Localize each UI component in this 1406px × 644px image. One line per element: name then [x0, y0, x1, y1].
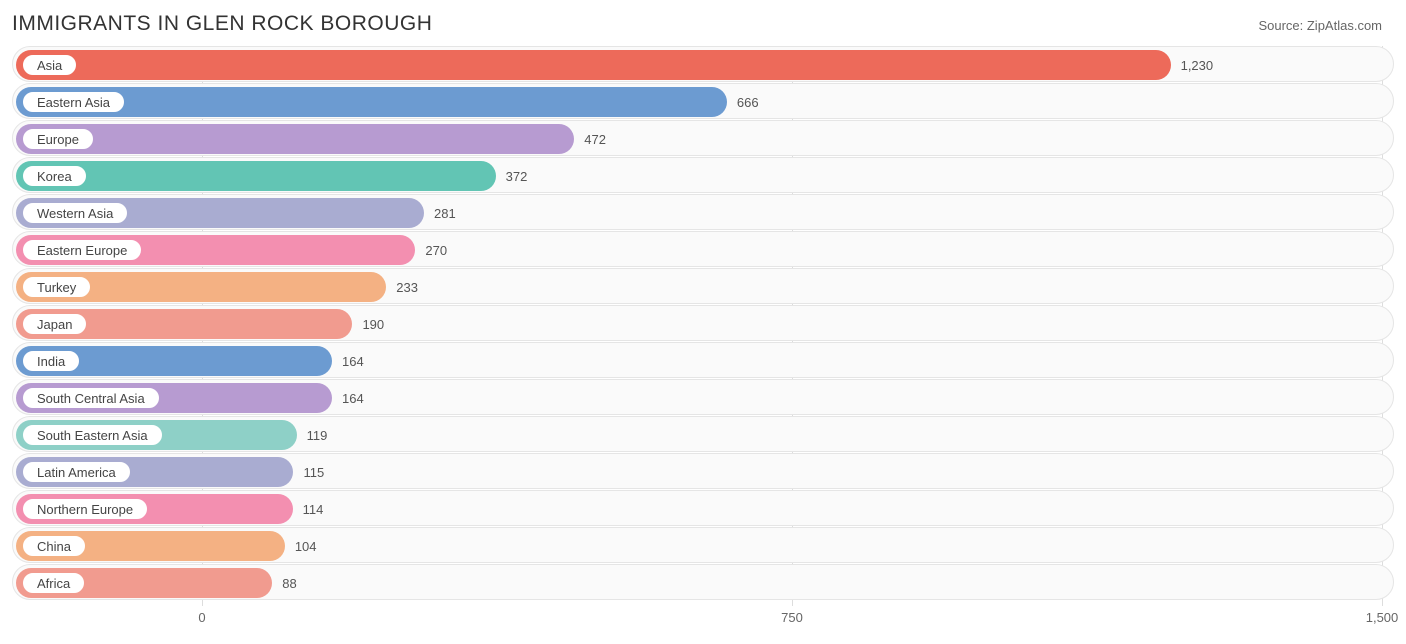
bar-value-label: 472 [574, 121, 606, 157]
bar-value-label: 190 [352, 306, 384, 342]
bar-category-label: Turkey [21, 275, 92, 299]
bar-value-label: 281 [424, 195, 456, 231]
bar-row: Eastern Asia 666 [12, 83, 1394, 119]
page-title: IMMIGRANTS IN GLEN ROCK BOROUGH [12, 12, 432, 36]
bar-fill [16, 124, 574, 154]
header: IMMIGRANTS IN GLEN ROCK BOROUGH Source: … [0, 0, 1406, 36]
bar-category-label: South Central Asia [21, 386, 161, 410]
bar-row: India 164 [12, 342, 1394, 378]
bar-category-label: Japan [21, 312, 88, 336]
bar-row: Korea 372 [12, 157, 1394, 193]
bar-value-label: 164 [332, 343, 364, 379]
x-axis: 07501,500 [12, 610, 1394, 630]
bar-category-label: South Eastern Asia [21, 423, 164, 447]
bar-row: South Eastern Asia 119 [12, 416, 1394, 452]
bar-value-label: 119 [297, 417, 328, 453]
bar-category-label: Europe [21, 127, 95, 151]
bar-row: Africa 88 [12, 564, 1394, 600]
bar-value-label: 88 [272, 565, 296, 601]
x-axis-tick-label: 750 [781, 610, 803, 625]
bar-category-label: Korea [21, 164, 88, 188]
bar-row: Asia 1,230 [12, 46, 1394, 82]
bar-value-label: 114 [293, 491, 324, 527]
bar-category-label: Northern Europe [21, 497, 149, 521]
bar-category-label: Eastern Europe [21, 238, 143, 262]
bar-category-label: Asia [21, 53, 78, 77]
bar-row: Northern Europe 114 [12, 490, 1394, 526]
bar-value-label: 372 [496, 158, 528, 194]
bar-category-label: Africa [21, 571, 86, 595]
x-axis-tick-label: 0 [198, 610, 205, 625]
bar-row: Turkey 233 [12, 268, 1394, 304]
x-axis-tick-label: 1,500 [1366, 610, 1399, 625]
bar-value-label: 270 [415, 232, 447, 268]
bar-row: Japan 190 [12, 305, 1394, 341]
bar-row: China 104 [12, 527, 1394, 563]
bar-row: Europe 472 [12, 120, 1394, 156]
bars-container: Asia 1,230 Eastern Asia 666 Europe 472 Korea 37… [12, 46, 1394, 606]
bar-value-label: 666 [727, 84, 759, 120]
bar-category-label: India [21, 349, 81, 373]
bar-value-label: 104 [285, 528, 317, 564]
bar-category-label: Latin America [21, 460, 132, 484]
bar-row: Western Asia 281 [12, 194, 1394, 230]
bar-value-label: 1,230 [1171, 47, 1214, 83]
bar-row: South Central Asia 164 [12, 379, 1394, 415]
source-attribution: Source: ZipAtlas.com [1258, 18, 1382, 33]
bar-row: Eastern Europe 270 [12, 231, 1394, 267]
bar-category-label: Eastern Asia [21, 90, 126, 114]
bar-category-label: China [21, 534, 87, 558]
bar-fill [16, 50, 1171, 80]
bar-fill [16, 161, 496, 191]
bar-chart: Asia 1,230 Eastern Asia 666 Europe 472 Korea 37… [12, 46, 1394, 606]
bar-row: Latin America 115 [12, 453, 1394, 489]
bar-value-label: 233 [386, 269, 418, 305]
bar-value-label: 164 [332, 380, 364, 416]
bar-category-label: Western Asia [21, 201, 129, 225]
bar-value-label: 115 [293, 454, 324, 490]
